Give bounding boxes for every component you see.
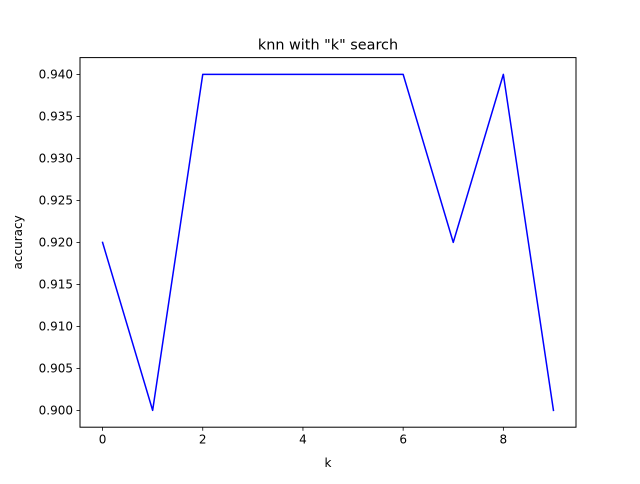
y-tick-label: 0.915 [39, 278, 73, 292]
chart-title: knn with "k" search [258, 38, 398, 54]
x-tick-label: 6 [399, 433, 407, 447]
y-tick-label: 0.905 [39, 362, 73, 376]
x-tick-label: 2 [199, 433, 207, 447]
y-tick-label: 0.925 [39, 194, 73, 208]
y-tick-label: 0.900 [39, 404, 73, 418]
x-tick-label: 8 [500, 433, 508, 447]
y-tick-label: 0.920 [39, 236, 73, 250]
y-tick-label: 0.935 [39, 110, 73, 124]
y-tick-label: 0.910 [39, 320, 73, 334]
y-tick-label: 0.940 [39, 68, 73, 82]
x-tick-label: 0 [99, 433, 107, 447]
x-axis-label: k [325, 456, 332, 470]
y-tick-label: 0.930 [39, 152, 73, 166]
x-tick-label: 4 [299, 433, 307, 447]
y-axis-label: accuracy [11, 215, 25, 269]
